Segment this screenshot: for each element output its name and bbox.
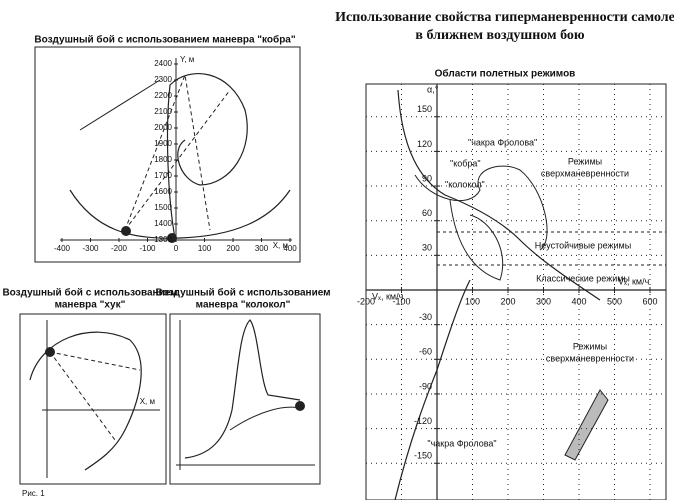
y-tick-label: 2400: [154, 59, 172, 68]
annotation: "чакра Фролова": [427, 438, 496, 448]
y-tick-label: -120: [414, 416, 432, 426]
caption: Рис. 1: [22, 489, 45, 498]
x-tick-label: -300: [82, 244, 99, 253]
y-tick-label: 2200: [154, 91, 172, 100]
y-tick-label: 1300: [154, 235, 172, 244]
y-tick-label: -30: [419, 312, 432, 322]
y-tick-label: 1600: [154, 187, 172, 196]
trajectory: [397, 89, 601, 301]
y-tick-label: 120: [417, 139, 432, 149]
x-tick-label: 400: [571, 296, 586, 306]
trajectory: [414, 165, 548, 251]
trajectory: [394, 279, 471, 500]
x-tick-label: 200: [500, 296, 515, 306]
y-tick-label: 90: [422, 173, 432, 183]
y-tick-label: 60: [422, 208, 432, 218]
y-tick-label: 1700: [154, 171, 172, 180]
header-line: Использование свойства гиперманевренност…: [335, 10, 674, 25]
panel-title: Воздушный бой с использованием: [2, 287, 177, 299]
axis-label: X, м: [140, 397, 155, 406]
trajectory: [229, 406, 301, 431]
x-tick-label: 100: [198, 244, 212, 253]
trajectory: [29, 331, 142, 471]
panel-title: Воздушный бой с использованием: [155, 287, 330, 299]
x-tick-label: -200: [357, 296, 375, 306]
x-tick-label: -100: [139, 244, 156, 253]
y-tick-label: 30: [422, 243, 432, 253]
panel-title: Воздушный бой с использованием маневра "…: [34, 34, 295, 46]
axis-label: Vₓ, км/ч: [372, 291, 404, 301]
sight-line: [49, 351, 141, 441]
annotation: "чакра Фролова": [468, 137, 537, 147]
annotation: Неустойчивые режимы: [535, 240, 631, 250]
x-tick-label: 0: [174, 244, 179, 253]
x-tick-label: 300: [536, 296, 551, 306]
x-tick-label: 500: [607, 296, 622, 306]
explosion: [45, 347, 55, 357]
panel-plot: [60, 58, 292, 243]
axis-label: X, м: [273, 241, 288, 250]
panel-frame: [19, 313, 167, 485]
panel-frame: [169, 313, 321, 485]
panel-title: маневра "колокол": [196, 300, 291, 311]
annotation: "кобра": [450, 158, 481, 168]
annotation: "колокол": [445, 179, 485, 189]
y-tick-label: -150: [414, 451, 432, 461]
axis-label: Y, м: [180, 55, 194, 64]
x-tick-label: -400: [54, 244, 71, 253]
axis-label: α,°: [427, 84, 439, 94]
y-tick-label: 1800: [154, 155, 172, 164]
annotation: Классические режимы: [536, 273, 630, 283]
y-tick-label: 2000: [154, 123, 172, 132]
x-tick-label: 200: [226, 244, 240, 253]
x-tick-label: 100: [465, 296, 480, 306]
x-tick-label: 400: [283, 244, 297, 253]
x-tick-label: 600: [642, 296, 657, 306]
annotation: сверхманевренности: [546, 353, 634, 363]
chart-title: Области полетных режимов: [435, 68, 576, 80]
x-tick-label: -200: [111, 244, 128, 253]
panel-frame: [34, 46, 301, 263]
y-tick-label: 150: [417, 104, 432, 114]
explosion: [121, 226, 131, 236]
y-tick-label: 1900: [154, 139, 172, 148]
x-tick-label: 300: [255, 244, 269, 253]
header-line: в ближнем воздушном бою: [415, 28, 584, 43]
x-tick-label: -100: [392, 296, 410, 306]
trajectory: [184, 319, 301, 459]
annotation: Режимы: [573, 341, 607, 351]
y-tick-label: 1500: [154, 203, 172, 212]
trajectory: [79, 79, 161, 131]
panel-title: маневра "хук": [55, 300, 126, 311]
y-tick-label: 1400: [154, 219, 172, 228]
axis-label: Vₓ, км/ч: [618, 276, 650, 286]
aircraft: [564, 389, 609, 461]
y-tick-label: -60: [419, 347, 432, 357]
trajectory: [449, 199, 504, 281]
trajectory: [69, 189, 291, 239]
annotation: Режимы: [568, 156, 602, 166]
y-tick-label: -90: [419, 381, 432, 391]
explosion: [295, 401, 305, 411]
annotation: сверхманевренности: [541, 168, 629, 178]
y-tick-label: 2300: [154, 75, 172, 84]
trajectory: [166, 72, 248, 239]
y-tick-label: 2100: [154, 107, 172, 116]
